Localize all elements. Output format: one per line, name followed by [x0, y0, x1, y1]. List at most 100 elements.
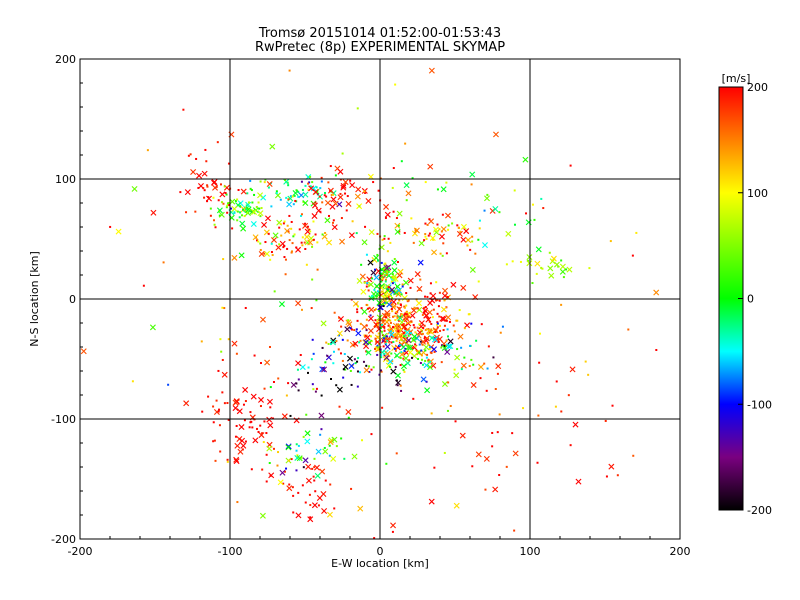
scatter-dot-marker	[432, 308, 435, 311]
scatter-dot-marker	[365, 350, 368, 353]
scatter-dot-marker	[377, 332, 380, 335]
y-tick-label: -100	[51, 413, 76, 426]
scatter-dot-marker	[430, 412, 433, 415]
scatter-dot-marker	[467, 313, 470, 316]
scatter-cross-marker	[534, 260, 541, 267]
scatter-cross-marker	[322, 448, 329, 455]
scatter-cross-marker	[264, 250, 270, 257]
scatter-dot-marker	[470, 358, 473, 361]
scatter-dot-marker	[453, 330, 456, 333]
scatter-cross-marker	[266, 181, 273, 188]
scatter-cross-marker	[250, 393, 257, 400]
scatter-dot-marker	[392, 167, 395, 170]
scatter-cross-marker	[249, 208, 256, 215]
scatter-cross-marker	[569, 366, 576, 373]
scatter-dot-marker	[445, 339, 448, 342]
scatter-dot-marker	[378, 373, 381, 376]
scatter-dot-marker	[371, 294, 374, 297]
scatter-dot-marker	[297, 444, 300, 447]
scatter-dot-marker	[327, 214, 330, 217]
scatter-cross-marker	[431, 249, 438, 256]
scatter-dot-marker	[209, 214, 212, 217]
scatter-cross-marker	[465, 237, 472, 244]
scatter-dot-marker	[376, 232, 379, 235]
scatter-dot-marker	[394, 312, 397, 315]
scatter-dot-marker	[391, 310, 394, 313]
scatter-cross-marker	[492, 205, 499, 212]
scatter-cross-marker	[184, 189, 191, 196]
scatter-dot-marker	[382, 303, 385, 306]
scatter-dot-marker	[388, 269, 391, 272]
scatter-dot-marker	[376, 290, 379, 293]
scatter-cross-marker	[337, 315, 344, 322]
scatter-dot-marker	[287, 198, 290, 201]
scatter-dot-marker	[356, 308, 359, 311]
scatter-dot-marker	[309, 230, 312, 233]
scatter-cross-marker	[305, 477, 312, 484]
scatter-dot-marker	[389, 330, 392, 333]
scatter-dot-marker	[318, 195, 321, 198]
scatter-dot-marker	[323, 194, 326, 197]
scatter-dot-marker	[330, 378, 333, 381]
scatter-dot-marker	[353, 329, 356, 332]
scatter-cross-marker	[229, 198, 236, 205]
scatter-cross-marker	[303, 233, 310, 240]
scatter-dot-marker	[238, 216, 241, 219]
scatter-dot-marker	[236, 501, 239, 504]
scatter-cross-marker	[438, 233, 445, 240]
scatter-dot-marker	[179, 191, 182, 194]
scatter-dot-marker	[332, 221, 335, 224]
scatter-cross-marker	[340, 182, 347, 189]
scatter-dot-marker	[282, 482, 285, 485]
scatter-dot-marker	[294, 199, 297, 202]
scatter-dot-marker	[407, 299, 410, 302]
x-axis-label: E-W location [km]	[331, 557, 429, 570]
scatter-cross-marker	[390, 368, 397, 375]
scatter-dot-marker	[480, 323, 483, 326]
scatter-dot-marker	[478, 219, 481, 222]
scatter-dot-marker	[445, 181, 448, 184]
scatter-dot-marker	[329, 165, 332, 168]
scatter-dot-marker	[239, 205, 242, 208]
scatter-cross-marker	[311, 502, 318, 509]
scatter-cross-marker	[512, 450, 519, 457]
scatter-dot-marker	[251, 201, 254, 204]
scatter-cross-marker	[259, 316, 266, 323]
scatter-dot-marker	[416, 307, 419, 310]
scatter-cross-marker	[381, 294, 388, 301]
scatter-dot-marker	[413, 326, 416, 329]
scatter-dot-marker	[411, 356, 414, 359]
scatter-dot-marker	[387, 237, 390, 240]
scatter-dot-marker	[394, 349, 397, 352]
scatter-dot-marker	[316, 268, 319, 271]
scatter-dot-marker	[408, 359, 411, 362]
scatter-cross-marker	[183, 400, 190, 407]
scatter-cross-marker	[363, 339, 370, 346]
x-tick-label: -200	[68, 545, 93, 558]
scatter-dot-marker	[350, 383, 353, 386]
scatter-dot-marker	[486, 193, 489, 196]
scatter-dot-marker	[291, 486, 294, 489]
scatter-dot-marker	[632, 454, 635, 457]
scatter-cross-marker	[330, 339, 337, 346]
scatter-dot-marker	[387, 324, 390, 327]
scatter-dot-marker	[259, 362, 262, 365]
scatter-dot-marker	[384, 280, 387, 283]
scatter-dot-marker	[412, 241, 415, 244]
scatter-dot-marker	[301, 484, 304, 487]
scatter-dot-marker	[483, 362, 486, 365]
scatter-dot-marker	[391, 186, 394, 189]
scatter-cross-marker	[482, 242, 488, 249]
scatter-dot-marker	[321, 233, 324, 236]
scatter-dot-marker	[292, 203, 295, 206]
scatter-dot-marker	[321, 346, 324, 349]
scatter-dot-marker	[399, 384, 402, 387]
scatter-cross-marker	[454, 354, 461, 361]
scatter-cross-marker	[266, 398, 273, 405]
scatter-cross-marker	[384, 283, 391, 290]
scatter-dot-marker	[446, 409, 449, 412]
scatter-cross-marker	[403, 355, 409, 362]
scatter-cross-marker	[441, 345, 448, 352]
scatter-dot-marker	[203, 189, 206, 192]
scatter-dot-marker	[474, 252, 477, 255]
